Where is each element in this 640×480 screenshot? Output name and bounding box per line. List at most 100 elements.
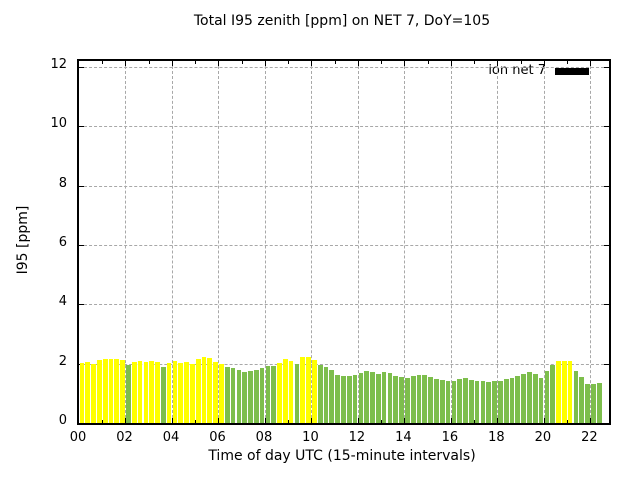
bar bbox=[149, 360, 155, 423]
bar bbox=[195, 359, 201, 423]
bar bbox=[230, 367, 236, 423]
x-tick-bottom bbox=[125, 418, 127, 423]
x-minor-tick-top bbox=[334, 61, 336, 64]
bar bbox=[102, 358, 108, 423]
bar bbox=[585, 384, 590, 423]
x-tick-top bbox=[404, 61, 406, 66]
x-tick-bottom bbox=[497, 418, 499, 423]
y-tick-left bbox=[79, 66, 84, 68]
x-tick-label: 08 bbox=[255, 430, 273, 445]
bar bbox=[399, 376, 404, 423]
bar bbox=[242, 371, 247, 423]
bar bbox=[538, 378, 544, 423]
bar bbox=[312, 359, 317, 423]
bar bbox=[294, 363, 300, 423]
x-gridline bbox=[125, 61, 127, 423]
x-tick-bottom bbox=[357, 418, 359, 423]
bar bbox=[131, 361, 137, 423]
bar bbox=[405, 377, 410, 423]
x-tick-label: 06 bbox=[209, 430, 226, 445]
bar bbox=[498, 380, 503, 423]
x-tick-label: 10 bbox=[302, 430, 319, 445]
y-gridline bbox=[79, 304, 609, 306]
y-tick-label: 10 bbox=[50, 116, 67, 132]
bar bbox=[114, 358, 120, 423]
bar bbox=[172, 360, 178, 423]
x-minor-tick-top bbox=[427, 61, 429, 64]
bar bbox=[567, 361, 573, 423]
bar bbox=[190, 363, 195, 423]
x-tick-top bbox=[450, 61, 452, 66]
x-gridline bbox=[171, 61, 173, 423]
bar bbox=[219, 363, 224, 423]
x-tick-label: 12 bbox=[348, 430, 366, 445]
x-gridline bbox=[311, 61, 313, 423]
bar bbox=[527, 371, 532, 423]
y-tick-label: 6 bbox=[58, 234, 67, 250]
y-tick-right bbox=[604, 126, 609, 128]
x-tick-bottom bbox=[311, 418, 313, 423]
x-minor-tick-bottom bbox=[288, 420, 290, 423]
bar bbox=[300, 356, 306, 423]
y-tick-right bbox=[604, 244, 609, 246]
x-tick-top bbox=[590, 61, 592, 66]
bar bbox=[439, 379, 445, 423]
bar bbox=[346, 376, 352, 423]
bar bbox=[108, 358, 114, 423]
x-minor-tick-top bbox=[520, 61, 522, 64]
bar bbox=[85, 361, 91, 423]
x-tick-top bbox=[357, 61, 359, 66]
x-tick-top bbox=[264, 61, 266, 66]
bar bbox=[341, 375, 346, 423]
bar bbox=[393, 375, 399, 423]
bar bbox=[422, 374, 428, 423]
bar bbox=[306, 357, 311, 423]
y-tick-left bbox=[79, 304, 84, 306]
bar bbox=[463, 377, 468, 423]
y-gridline bbox=[79, 244, 609, 246]
y-tick-label: 4 bbox=[58, 294, 67, 310]
plot-area: ion net 7 bbox=[77, 59, 611, 425]
bar bbox=[213, 361, 218, 423]
x-minor-tick-bottom bbox=[427, 420, 429, 423]
bar bbox=[335, 374, 340, 423]
bar bbox=[329, 369, 335, 423]
bar bbox=[126, 364, 131, 423]
bar bbox=[474, 380, 480, 423]
y-axis-title: I95 [ppm] bbox=[15, 205, 31, 275]
x-minor-tick-top bbox=[567, 61, 569, 64]
bar bbox=[253, 370, 259, 423]
bar bbox=[556, 361, 561, 423]
x-gridline bbox=[218, 61, 220, 423]
bar bbox=[428, 376, 433, 423]
x-minor-tick-bottom bbox=[381, 420, 383, 423]
y-gridline bbox=[79, 126, 609, 128]
bar bbox=[277, 363, 282, 423]
bar bbox=[178, 362, 184, 423]
y-tick-right bbox=[604, 185, 609, 187]
bar bbox=[352, 374, 358, 423]
x-gridline bbox=[590, 61, 592, 423]
bar bbox=[381, 371, 387, 423]
bar bbox=[248, 371, 253, 423]
x-tick-bottom bbox=[171, 418, 173, 423]
x-tick-bottom bbox=[543, 418, 545, 423]
bar bbox=[579, 377, 585, 423]
x-minor-tick-top bbox=[381, 61, 383, 64]
bar bbox=[166, 362, 172, 423]
x-minor-tick-top bbox=[474, 61, 476, 64]
bar bbox=[416, 374, 422, 423]
x-tick-bottom bbox=[264, 418, 266, 423]
bar bbox=[596, 383, 602, 423]
y-tick-label: 0 bbox=[58, 413, 67, 428]
x-minor-tick-bottom bbox=[520, 420, 522, 423]
x-minor-tick-bottom bbox=[102, 420, 104, 423]
bar bbox=[370, 371, 375, 423]
bar bbox=[445, 380, 451, 423]
bar bbox=[410, 375, 416, 423]
y-gridline bbox=[79, 185, 609, 187]
x-gridline bbox=[543, 61, 545, 423]
bar bbox=[591, 384, 596, 423]
y-tick-right bbox=[604, 363, 609, 365]
x-tick-top bbox=[497, 61, 499, 66]
